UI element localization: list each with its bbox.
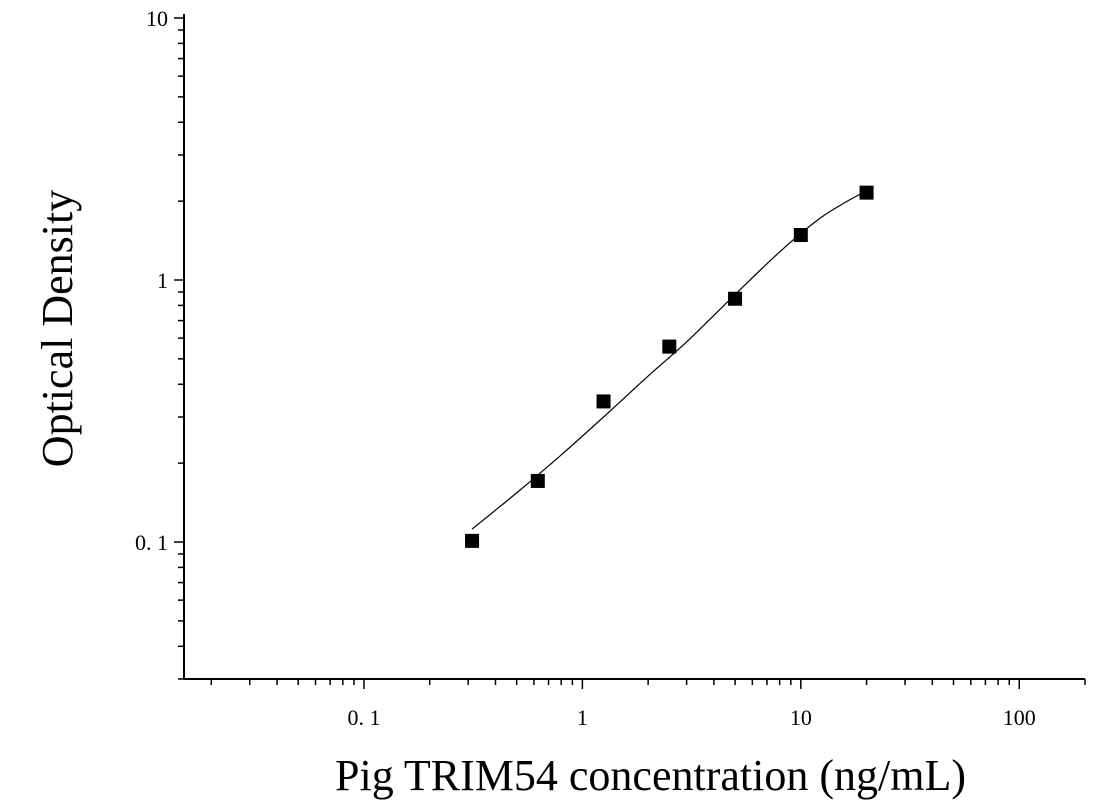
data-point xyxy=(465,533,480,548)
y-axis-title: Optical Density xyxy=(33,190,82,467)
data-point xyxy=(793,228,808,243)
data-point xyxy=(662,339,677,354)
x-tick-label: 1 xyxy=(577,705,588,730)
data-point xyxy=(596,394,611,409)
data-point xyxy=(859,185,874,200)
y-tick-label: 0. 1 xyxy=(135,530,168,555)
fit-curve xyxy=(471,190,867,530)
x-tick-label: 0. 1 xyxy=(347,705,380,730)
y-tick-label: 10 xyxy=(146,6,168,31)
x-tick-label: 10 xyxy=(790,705,812,730)
x-axis-title: Pig TRIM54 concentration (ng/mL) xyxy=(335,751,966,800)
data-points xyxy=(465,185,874,548)
data-point xyxy=(728,291,743,306)
axes: 0. 1 1 10 100 0. 1 1 10 xyxy=(135,6,1086,730)
y-tick-label: 1 xyxy=(157,268,168,293)
fit-curve-group xyxy=(471,190,867,530)
data-point xyxy=(530,473,545,488)
x-tick-label: 100 xyxy=(1003,705,1036,730)
